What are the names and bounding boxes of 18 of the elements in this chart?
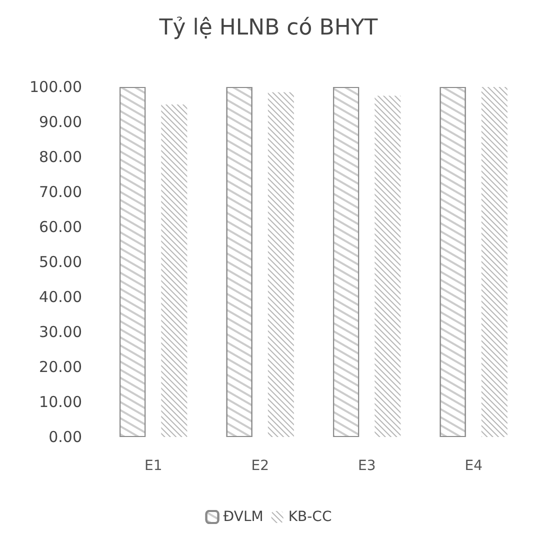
y-tick-label: 10.00 bbox=[39, 393, 82, 411]
y-tick-label: 100.00 bbox=[30, 78, 82, 96]
y-tick-label: 50.00 bbox=[39, 253, 82, 271]
y-tick-label: 40.00 bbox=[39, 288, 82, 306]
y-tick-label: 30.00 bbox=[39, 323, 82, 341]
x-tick-label: E2 bbox=[251, 458, 270, 474]
x-tick-label: E3 bbox=[358, 458, 376, 474]
y-tick-label: 90.00 bbox=[39, 113, 82, 131]
y-tick-label: 20.00 bbox=[39, 358, 82, 376]
y-tick-label: 70.00 bbox=[39, 183, 82, 201]
y-tick-label: 0.00 bbox=[48, 428, 82, 446]
chart-title: Tỷ lệ HLNB có BHYT bbox=[158, 16, 378, 40]
legend-label: KB-CC bbox=[288, 509, 332, 525]
legend-label: ĐVLM bbox=[223, 509, 264, 525]
x-tick-label: E4 bbox=[464, 458, 483, 474]
y-tick-label: 80.00 bbox=[39, 148, 82, 166]
y-tick-label: 60.00 bbox=[39, 218, 82, 236]
x-tick-label: E1 bbox=[144, 458, 162, 474]
